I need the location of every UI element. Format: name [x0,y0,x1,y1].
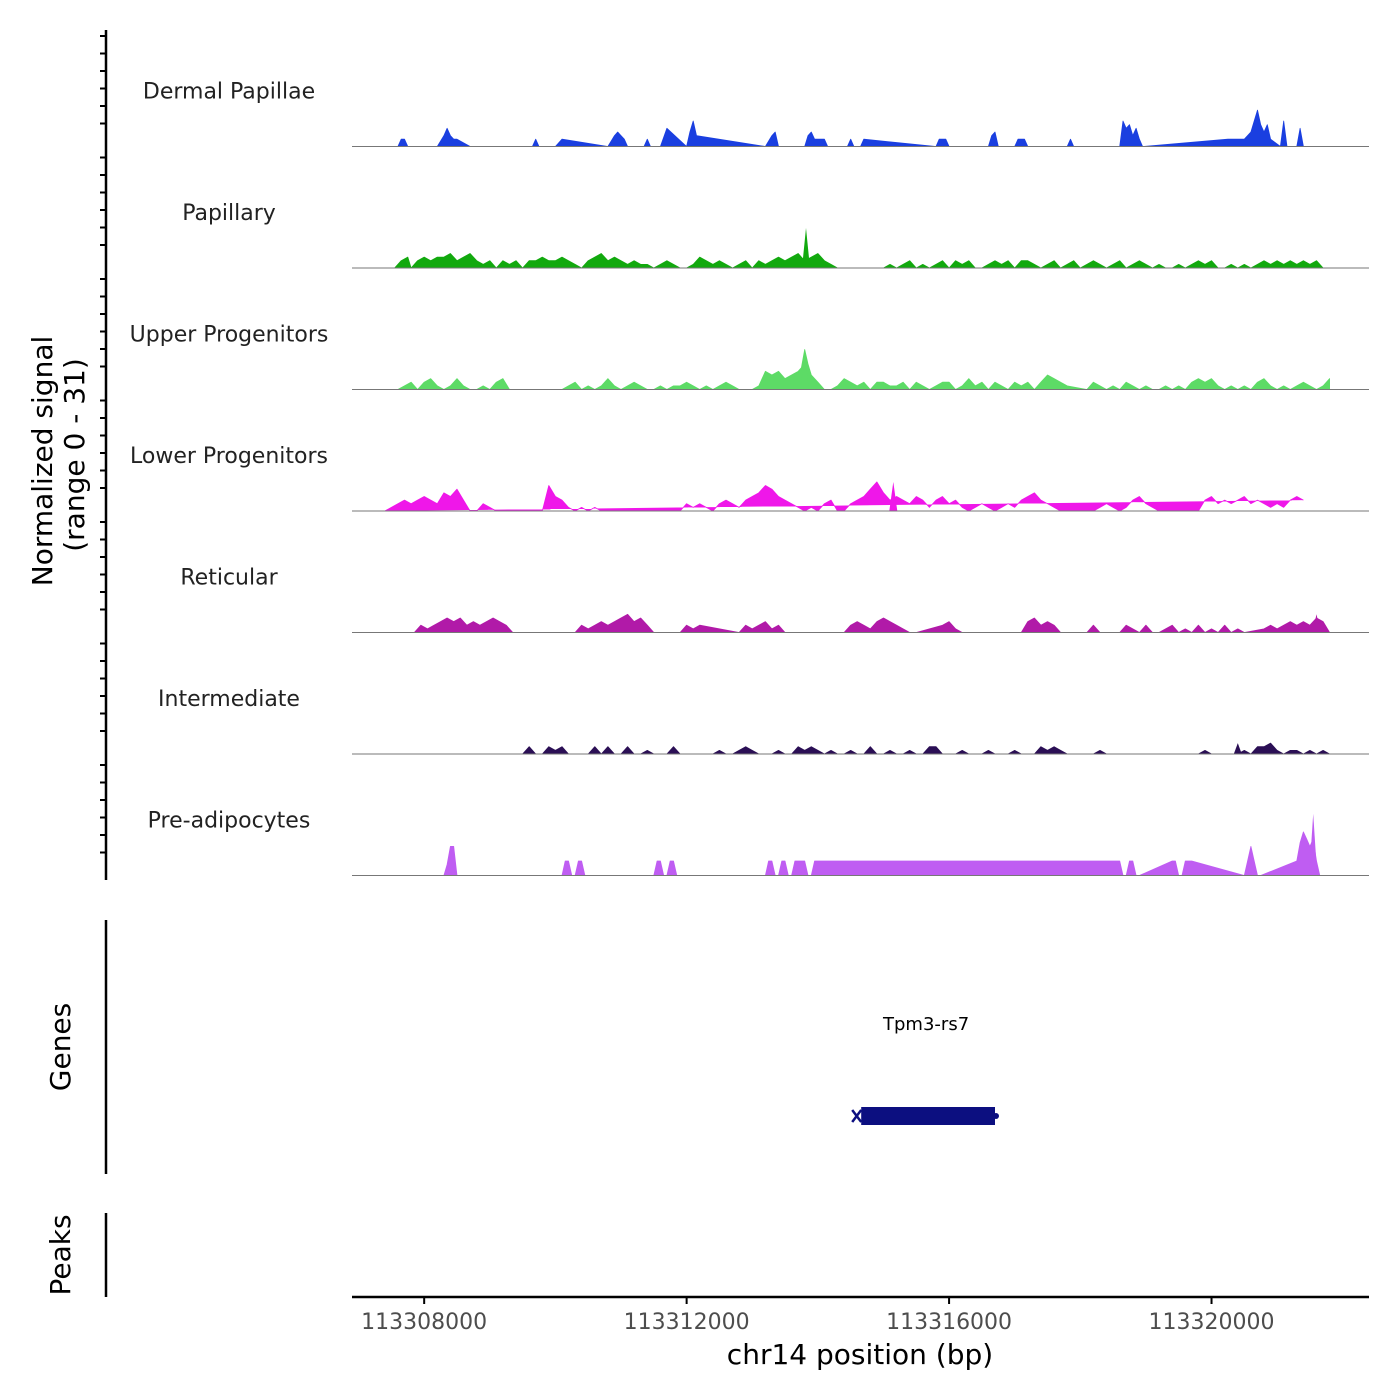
track-label: Reticular [180,566,278,591]
coverage-tracks: Dermal Papillae Papillary Upper Progenitor… [130,80,1369,876]
track-dermal-papillae: Dermal Papillae [143,80,1369,147]
gene-strand-marker [851,1109,863,1123]
track-label: Pre-adipocytes [148,809,311,834]
track-label: Papillary [182,201,276,226]
x-axis-title: chr14 position (bp) [727,1338,993,1371]
coverage-peak [1309,813,1318,876]
coverage-area [413,613,1330,633]
track-upper-progenitors: Upper Progenitors [130,323,1369,390]
x-tick-label: 113308000 [361,1310,487,1335]
coverage-area [443,831,1324,876]
coverage-area [397,349,1330,390]
peaks-label: Peaks [44,1214,77,1295]
track-reticular: Reticular [180,566,1369,633]
track-label: Intermediate [158,687,300,712]
coverage-ylabel-line1: Normalized signal [26,336,59,587]
gene-name-label: Tpm3-rs7 [882,1014,969,1035]
coverage-ylabel-line2: (range 0 - 31) [58,358,91,552]
coverage-peak [889,481,898,511]
genes-label: Genes [44,1003,77,1091]
gene-body [861,1107,995,1125]
coverage-peak [802,228,810,268]
track-label: Dermal Papillae [143,80,315,105]
coverage-peak [1233,743,1242,754]
track-papillary: Papillary [182,201,1369,269]
gene-model: Tpm3-rs7 [851,1014,999,1125]
x-axis-ticks: 113308000 113312000 113316000 113320000 [361,1297,1275,1335]
track-label: Lower Progenitors [130,444,328,469]
coverage-area [394,253,1330,269]
x-tick-label: 113316000 [886,1310,1012,1335]
track-intermediate: Intermediate [158,687,1369,755]
x-tick-label: 113312000 [624,1310,750,1335]
track-pre-adipocytes: Pre-adipocytes [148,809,1369,876]
coverage-peak [1312,614,1321,633]
track-lower-progenitors: Lower Progenitors [130,444,1369,512]
gene-end-marker [993,1113,999,1119]
track-label: Upper Progenitors [130,323,329,348]
coverage-area [384,481,1304,512]
coverage-y-ticks [100,35,106,854]
coverage-area [397,109,1304,147]
coverage-peak [800,349,809,390]
x-tick-label: 113320000 [1149,1310,1275,1335]
coverage-area [522,742,1330,755]
